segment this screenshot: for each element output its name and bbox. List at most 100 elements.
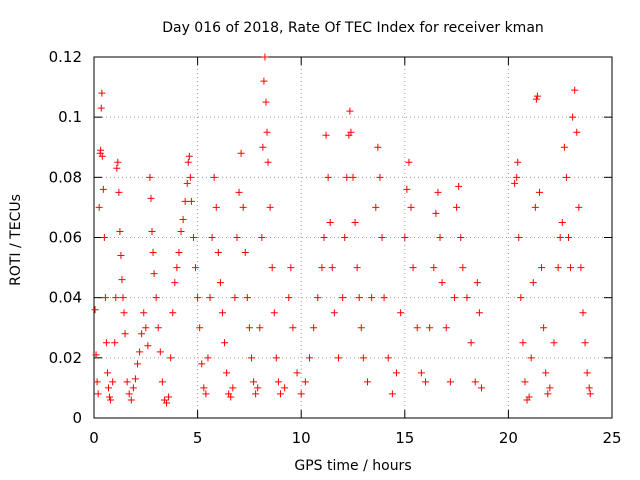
data-point xyxy=(97,146,105,154)
data-point xyxy=(117,252,125,260)
data-point xyxy=(106,393,114,401)
data-point xyxy=(341,234,349,241)
data-point xyxy=(560,143,568,151)
data-point xyxy=(401,234,409,241)
data-point xyxy=(144,342,152,350)
data-point xyxy=(293,369,301,377)
data-point xyxy=(147,194,155,202)
y-tick-label: 0.04 xyxy=(49,289,82,307)
data-point xyxy=(372,203,380,211)
data-point xyxy=(384,354,392,362)
data-point xyxy=(185,152,193,160)
data-point xyxy=(575,203,583,211)
x-axis-label: GPS time / hours xyxy=(294,458,411,474)
data-point xyxy=(93,378,101,386)
data-point xyxy=(264,158,272,166)
data-point xyxy=(227,393,235,401)
data-point xyxy=(569,113,577,121)
data-point xyxy=(297,390,305,398)
data-point xyxy=(179,215,187,223)
data-point xyxy=(262,98,270,106)
data-point xyxy=(216,279,224,287)
data-point xyxy=(351,218,359,226)
y-tick-labels: 0 0.02 0.04 0.06 0.08 0.1 0.12 xyxy=(49,48,82,427)
data-point xyxy=(210,173,218,181)
x-tick-label: 20 xyxy=(499,429,518,447)
data-point xyxy=(285,294,293,302)
data-point xyxy=(177,227,185,235)
data-point xyxy=(173,264,181,272)
data-point xyxy=(196,324,204,332)
data-point xyxy=(301,378,309,386)
data-point xyxy=(320,234,328,241)
data-point xyxy=(123,378,131,386)
data-point xyxy=(374,143,382,151)
data-point xyxy=(287,264,295,272)
data-point xyxy=(113,164,121,172)
data-point xyxy=(326,218,334,226)
data-point xyxy=(453,203,461,211)
data-point xyxy=(150,270,158,278)
data-point xyxy=(250,378,258,386)
data-point xyxy=(564,234,572,241)
data-point xyxy=(322,131,330,139)
data-point xyxy=(281,384,289,392)
data-point xyxy=(158,378,166,386)
data-point xyxy=(577,264,585,272)
data-point xyxy=(378,234,386,241)
data-point xyxy=(245,324,253,332)
data-point xyxy=(477,384,485,392)
data-point xyxy=(571,86,579,94)
data-point xyxy=(513,173,521,181)
data-point xyxy=(532,95,540,103)
data-point xyxy=(154,324,162,332)
data-point xyxy=(94,390,102,398)
data-point xyxy=(343,173,351,181)
data-point xyxy=(581,339,589,347)
data-point xyxy=(305,354,313,362)
data-point xyxy=(451,294,459,302)
data-point xyxy=(531,203,539,211)
data-points xyxy=(91,53,594,407)
data-point xyxy=(263,128,271,136)
data-point xyxy=(544,390,552,398)
data-point xyxy=(527,354,535,362)
data-point xyxy=(430,264,438,272)
data-point xyxy=(558,218,566,226)
data-point xyxy=(436,234,444,241)
data-point xyxy=(142,324,150,332)
data-point xyxy=(115,188,123,196)
data-point xyxy=(146,173,154,181)
data-point xyxy=(169,309,177,317)
data-point xyxy=(330,309,338,317)
data-point xyxy=(125,390,133,398)
data-point xyxy=(97,104,105,112)
data-point xyxy=(156,348,164,356)
data-point xyxy=(136,348,144,356)
data-point xyxy=(567,264,575,272)
x-tick-label: 5 xyxy=(193,429,203,447)
data-point xyxy=(208,234,216,241)
data-point xyxy=(276,390,284,398)
data-point xyxy=(393,369,401,377)
data-point xyxy=(121,330,129,338)
data-point xyxy=(99,185,107,193)
data-point xyxy=(131,375,139,383)
data-point xyxy=(175,249,183,257)
data-point xyxy=(413,324,421,332)
data-point xyxy=(514,158,522,166)
data-point xyxy=(540,324,548,332)
data-point xyxy=(152,294,160,302)
data-point xyxy=(521,378,529,386)
data-point xyxy=(109,378,117,386)
data-point xyxy=(442,324,450,332)
data-point xyxy=(114,158,122,166)
data-point xyxy=(511,179,519,187)
data-point xyxy=(119,294,127,302)
data-point xyxy=(517,294,525,302)
data-point xyxy=(206,294,214,302)
data-point xyxy=(140,309,148,317)
data-point xyxy=(405,158,413,166)
